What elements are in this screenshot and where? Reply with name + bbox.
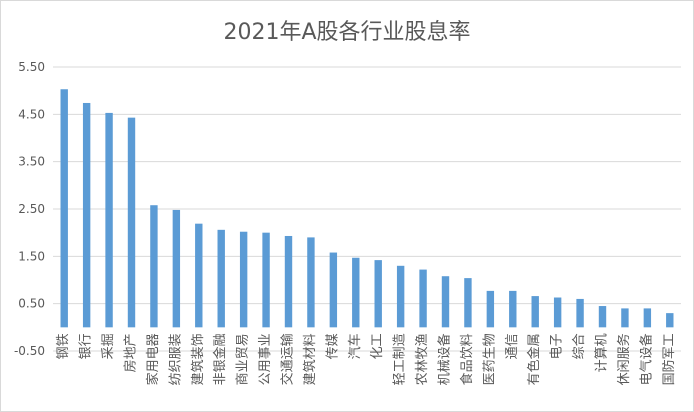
bar [352, 257, 360, 328]
bar [239, 231, 248, 328]
bar [374, 260, 382, 328]
x-tick-label: 建筑材料 [302, 333, 318, 385]
x-tick-label: 非银金融 [212, 333, 228, 385]
x-tick-label: 通信 [505, 333, 520, 359]
x-tick-label: 电气设备 [638, 333, 654, 385]
x-tick-label: 计算机 [595, 333, 610, 372]
x-axis: 钢铁 银行 采掘 房地产 家用电器 纺织服装 建筑装饰 非银金融 商业贸易 公用事业 交通运输 建筑材… [56, 333, 677, 385]
chart-title: 2021年A股各行业股息率 [223, 20, 470, 45]
bar [329, 252, 338, 328]
x-tick-label: 电子 [550, 333, 565, 359]
bar [486, 290, 495, 328]
x-tick-label: 房地产 [123, 333, 139, 372]
x-tick-label: 医药生物 [482, 333, 497, 385]
x-tick-label: 建筑装饰 [190, 333, 206, 385]
bar [172, 209, 181, 328]
x-tick-label: 休闲服务 [616, 333, 632, 385]
x-tick-label: 商业贸易 [236, 333, 251, 385]
y-tick-label: 4.50 [18, 107, 45, 121]
bar [396, 265, 405, 328]
x-tick-label: 交通运输 [280, 333, 296, 385]
bar [262, 232, 270, 328]
x-tick-label: 采掘 [101, 333, 116, 359]
bar [60, 89, 68, 328]
bars [60, 89, 674, 328]
bar [666, 313, 674, 328]
bar [419, 269, 427, 328]
bar [217, 229, 225, 328]
y-tick-label: 5.50 [18, 60, 45, 74]
bar [464, 278, 472, 328]
y-tick-label: -0.50 [14, 344, 45, 358]
x-tick-label: 传媒 [325, 333, 340, 359]
x-tick-label: 公用事业 [258, 333, 273, 385]
bar [598, 306, 607, 328]
bar [509, 290, 517, 328]
bar [576, 298, 584, 328]
bar [531, 296, 539, 328]
gridlines [53, 66, 681, 352]
x-tick-label: 钢铁 [56, 333, 71, 359]
y-tick-label: 0.50 [18, 297, 45, 311]
y-tick-label: 2.50 [18, 202, 45, 216]
bar [307, 237, 315, 328]
y-tick-label: 3.50 [18, 155, 45, 169]
x-tick-label: 机械设备 [437, 333, 453, 385]
x-tick-label: 轻工制造 [393, 333, 408, 385]
x-tick-label: 国防军工 [661, 333, 677, 385]
bar [82, 102, 91, 328]
y-tick-label: 1.50 [18, 249, 45, 263]
bar [441, 276, 450, 328]
bar [553, 297, 562, 328]
x-tick-label: 综合 [572, 333, 587, 359]
bar [643, 308, 652, 328]
x-tick-label: 家用电器 [145, 333, 161, 385]
y-axis: -0.50 0.50 1.50 2.50 3.50 4.50 5.50 [14, 60, 45, 358]
bar [150, 205, 158, 328]
bar [284, 235, 293, 328]
bar [621, 308, 629, 328]
bar [105, 112, 113, 328]
x-tick-label: 食品饮料 [459, 333, 475, 385]
bar [195, 223, 203, 328]
x-tick-label: 化工 [370, 333, 385, 359]
x-tick-label: 有色金属 [526, 333, 542, 385]
x-tick-label: 银行 [79, 333, 94, 359]
x-tick-label: 汽车 [347, 333, 363, 359]
x-tick-label: 农林牧渔 [415, 333, 430, 385]
bar [127, 117, 136, 328]
x-tick-label: 纺织服装 [168, 333, 183, 385]
